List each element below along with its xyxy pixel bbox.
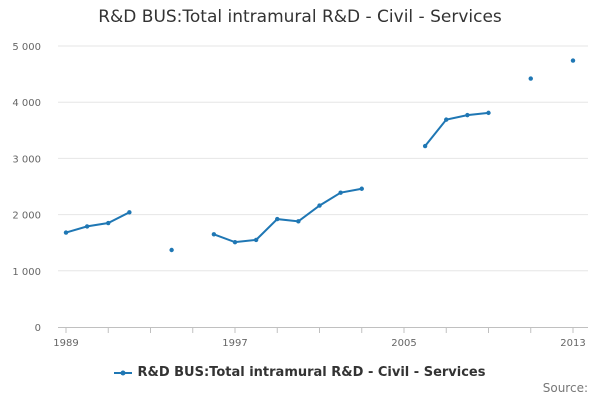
x-tick-label: 2005	[391, 338, 416, 349]
x-tick-label: 1989	[53, 338, 78, 349]
data-point	[444, 117, 449, 122]
data-point	[317, 203, 322, 208]
data-point	[359, 186, 364, 191]
data-point	[63, 230, 69, 235]
data-point	[338, 190, 343, 195]
series-line-segment	[213, 187, 362, 244]
x-tick-label: 2013	[560, 338, 585, 349]
data-point	[211, 232, 217, 237]
y-tick-label: 4 000	[12, 98, 41, 109]
source-label: Source:	[542, 381, 588, 395]
data-point	[169, 247, 174, 253]
y-tick-label: 0	[35, 323, 41, 334]
chart-title: R&D BUS:Total intramural R&D - Civil - S…	[98, 7, 502, 27]
data-point	[570, 58, 576, 63]
x-tick-label: 1997	[222, 338, 247, 349]
series-line-segment	[424, 111, 489, 147]
series-line-segment	[65, 211, 130, 234]
y-tick-label: 3 000	[12, 154, 41, 165]
data-point	[465, 112, 470, 118]
data-point	[275, 216, 280, 222]
legend-item-label: R&D BUS:Total intramural R&D - Civil - S…	[137, 365, 486, 380]
y-tick-label: 1 000	[12, 267, 41, 278]
data-point	[84, 224, 90, 229]
legend-line-icon	[114, 370, 133, 375]
data-point	[528, 76, 533, 81]
data-point	[486, 110, 491, 116]
y-tick-label: 2 000	[12, 211, 41, 222]
legend[interactable]: R&D BUS:Total intramural R&D - Civil - S…	[0, 365, 600, 380]
data-point	[422, 143, 428, 149]
data-point	[296, 219, 301, 224]
data-point	[106, 220, 111, 226]
data-point	[232, 239, 238, 245]
data-point	[253, 237, 259, 243]
y-tick-label: 5 000	[12, 42, 41, 53]
data-point	[127, 210, 132, 215]
